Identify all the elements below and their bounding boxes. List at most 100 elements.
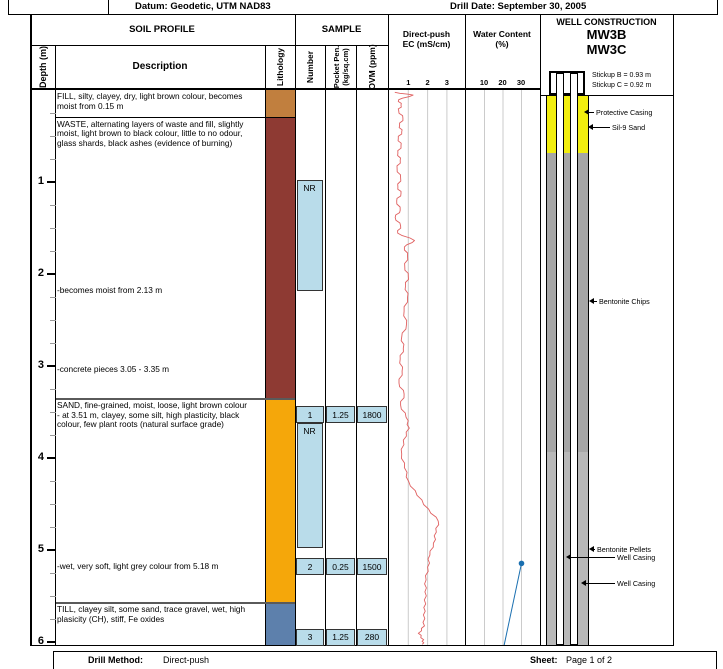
- well-annotation-arrow-4: [566, 553, 571, 560]
- well-annotation-line-4: [570, 556, 615, 558]
- sample-pocket_pen-cell: 0.25: [326, 558, 355, 575]
- well-annotation-line-1: [592, 126, 610, 128]
- depth-minor-tick: [49, 112, 56, 114]
- depth-minor-tick: [49, 411, 56, 413]
- depth-label: 2: [37, 267, 44, 279]
- well-annotation-arrow-3: [589, 545, 594, 552]
- layer-boundary: [55, 602, 295, 605]
- well-construction-title: WELL CONSTRUCTION: [556, 17, 657, 27]
- well-annotation-line-2: [593, 300, 597, 302]
- sample-ovm-cell: 280: [357, 629, 387, 646]
- table-left-border: [30, 13, 32, 646]
- well-annotation-3: Bentonite Pellets: [597, 545, 651, 554]
- footer-top-border: [53, 651, 716, 652]
- col-border-sample-right: [388, 13, 389, 646]
- depth-minor-tick: [49, 572, 56, 574]
- table-right-border: [672, 13, 674, 646]
- well-annotation-line-5: [585, 582, 615, 584]
- wc-tick-label: 10: [479, 78, 489, 87]
- sample-number-cell: 1: [296, 406, 324, 424]
- ec-chart: [394, 88, 448, 646]
- well-zone-well-sand: [546, 94, 589, 153]
- col-border-wc-right: [539, 13, 541, 646]
- well-zone-chips: [546, 152, 589, 452]
- ground-surface-line: [540, 94, 673, 96]
- col-border-depth-right: [55, 44, 56, 646]
- header-body-divider: [30, 88, 540, 90]
- well-annotation-arrow-0: [584, 108, 589, 115]
- ec-tick-label: 3: [444, 78, 449, 87]
- ec-tick-label: 1: [406, 78, 411, 87]
- well-casing-pipe-c: [570, 73, 578, 645]
- layer-description-waste: WASTE, alternating layers of waste and f…: [57, 118, 246, 148]
- ec-tick-label: 2: [425, 78, 430, 87]
- wc-trend-line: [502, 562, 522, 646]
- ovm-header: OVM (ppm): [367, 43, 377, 90]
- wc-tick-label: 30: [516, 78, 526, 87]
- ec-chart-title: Direct-push EC (mS/cm): [402, 29, 451, 49]
- lithology-sand: [266, 399, 295, 604]
- depth-minor-tick: [49, 250, 56, 252]
- col-border-pocketpen-right: [356, 44, 357, 646]
- col-border-lithology-right: [294, 13, 296, 646]
- depth-label: 3: [37, 359, 44, 371]
- sample-title: SAMPLE: [321, 23, 362, 35]
- depth-major-tick: [47, 181, 56, 183]
- lithology-till: [266, 603, 295, 645]
- depth-major-tick: [47, 549, 56, 551]
- depth-major-tick: [47, 365, 56, 367]
- sample-ovm-cell: 1500: [357, 558, 387, 575]
- description-header: Description: [132, 61, 188, 72]
- drill-date-text: Drill Date: September 30, 2005: [450, 1, 587, 12]
- well-annotation-2: Bentonite Chips: [599, 297, 650, 306]
- depth-minor-tick: [49, 204, 56, 206]
- depth-label: 1: [37, 175, 44, 187]
- datum-text: Datum: Geodetic, UTM NAD83: [135, 1, 271, 12]
- number-header: Number: [305, 50, 315, 83]
- depth-minor-tick: [49, 434, 56, 436]
- col-border-number-right: [325, 44, 326, 646]
- well-id-mw3b: MW3B: [586, 27, 627, 42]
- depth-minor-tick: [49, 503, 56, 505]
- stickup-box: [549, 71, 585, 95]
- col-border-description-right: [265, 44, 266, 646]
- top-strip-bottom-line: [8, 13, 718, 15]
- depth-minor-tick: [49, 342, 56, 344]
- depth-label: 6: [37, 635, 44, 647]
- sample-pocket_pen-cell: 1.25: [326, 406, 355, 424]
- depth-minor-tick: [49, 135, 56, 137]
- depth-minor-tick: [49, 526, 56, 528]
- depth-major-tick: [47, 641, 56, 643]
- layer-note: -becomes moist from 2.13 m: [57, 284, 163, 295]
- well-annotation-5: Well Casing: [617, 579, 656, 588]
- lithology-header: Lithology: [275, 47, 285, 86]
- well-zone-pellets: [546, 451, 589, 645]
- footer-right-border: [715, 651, 717, 669]
- depth-minor-tick: [49, 388, 56, 390]
- depth-minor-tick: [49, 618, 56, 620]
- drill-method-value: Direct-push: [163, 655, 210, 665]
- sample-pocket_pen-cell: 1.25: [326, 629, 355, 646]
- wc-data-point: [518, 560, 524, 566]
- well-annotation-arrow-5: [581, 579, 586, 586]
- sample-ovm-cell: 1800: [357, 406, 387, 424]
- depth-major-tick: [47, 273, 56, 275]
- sample-number-cell: 3: [296, 629, 324, 646]
- well-annotation-line-3: [593, 548, 595, 550]
- layer-boundary: [55, 117, 295, 119]
- depth-minor-tick: [49, 319, 56, 321]
- sample-number-cell: 2: [296, 558, 324, 575]
- soil-profile-title: SOIL PROFILE: [129, 23, 195, 35]
- layer-description-fill: FILL, silty, clayey, dry, light brown co…: [57, 91, 245, 111]
- depth-minor-tick: [49, 158, 56, 160]
- sheet-value: Page 1 of 2: [566, 655, 613, 665]
- layer-note: -wet, very soft, light grey colour from …: [57, 560, 219, 571]
- sample-nr-bar: NR: [296, 423, 323, 549]
- stickup-c-label: Stickup C = 0.92 m: [592, 82, 652, 89]
- depth-header: Depth (m): [37, 45, 48, 88]
- top-strip-right-border: [717, 0, 718, 14]
- well-annotation-1: Sil-9 Sand: [612, 123, 646, 132]
- ec-curve: [394, 91, 440, 645]
- sheet-label: Sheet:: [530, 655, 558, 665]
